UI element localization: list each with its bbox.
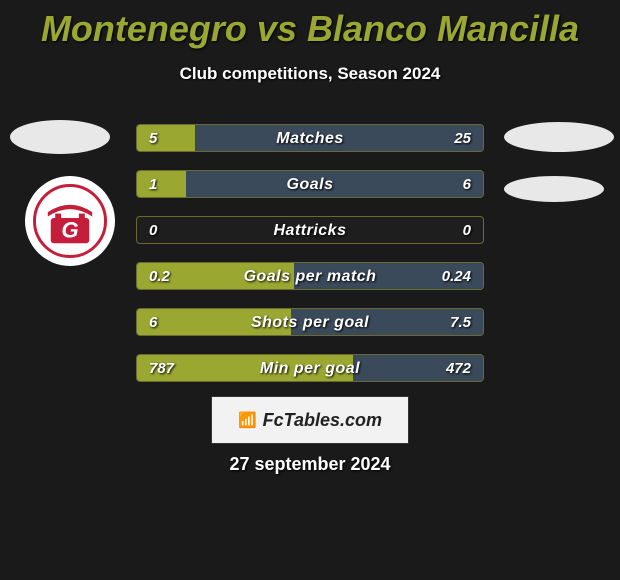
stat-label: Goals per match xyxy=(137,263,483,291)
subtitle: Club competitions, Season 2024 xyxy=(0,64,620,84)
stat-value-right: 6 xyxy=(463,171,471,199)
stat-label: Goals xyxy=(137,171,483,199)
stat-value-right: 25 xyxy=(454,125,471,153)
watermark-text: FcTables.com xyxy=(263,410,382,431)
club-badge-icon: G xyxy=(33,184,107,258)
stats-comparison-chart: Matches5 25 Goals1 6 Hattricks0 0 Goals per ma… xyxy=(136,124,484,400)
stat-value-left: 1 xyxy=(149,171,157,199)
svg-text:G: G xyxy=(61,217,78,242)
date-text: 27 september 2024 xyxy=(0,454,620,475)
stat-row: Shots per goal6 7.5 xyxy=(136,308,484,336)
stat-value-left: 5 xyxy=(149,125,157,153)
stat-value-right: 0.24 xyxy=(442,263,471,291)
stat-row: Hattricks0 0 xyxy=(136,216,484,244)
stat-row: Min per goal787 472 xyxy=(136,354,484,382)
stat-row: Goals per match0.2 0.24 xyxy=(136,262,484,290)
stat-value-right: 7.5 xyxy=(450,309,471,337)
stat-value-right: 472 xyxy=(446,355,471,383)
stat-label: Shots per goal xyxy=(137,309,483,337)
stat-row: Matches5 25 xyxy=(136,124,484,152)
team-right-logo-placeholder-1 xyxy=(504,122,614,152)
stat-value-right: 0 xyxy=(463,217,471,245)
stat-value-left: 787 xyxy=(149,355,174,383)
watermark: 📶 FcTables.com xyxy=(211,396,409,444)
team-left-logo: G xyxy=(25,176,115,266)
stat-value-left: 6 xyxy=(149,309,157,337)
stat-value-left: 0.2 xyxy=(149,263,170,291)
stat-label: Matches xyxy=(137,125,483,153)
page-title: Montenegro vs Blanco Mancilla xyxy=(0,0,620,50)
stat-row: Goals1 6 xyxy=(136,170,484,198)
chart-icon: 📶 xyxy=(238,411,257,429)
stat-value-left: 0 xyxy=(149,217,157,245)
stat-label: Min per goal xyxy=(137,355,483,383)
stat-label: Hattricks xyxy=(137,217,483,245)
team-left-logo-placeholder-1 xyxy=(10,120,110,154)
team-right-logo-placeholder-2 xyxy=(504,176,604,202)
